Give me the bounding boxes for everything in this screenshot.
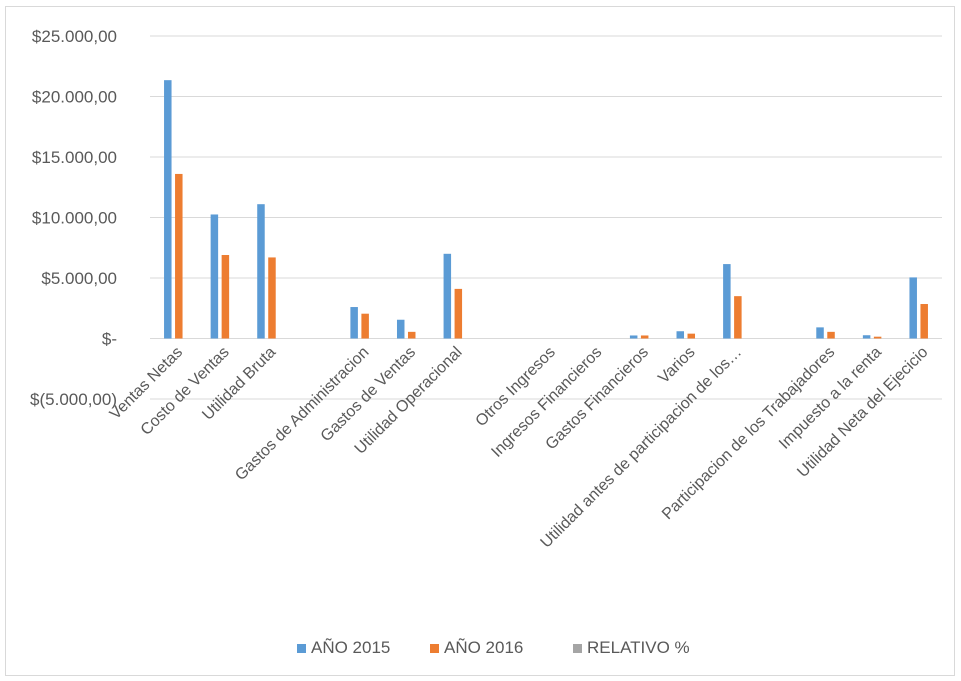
bar-0-6	[443, 253, 452, 339]
bar-0-15	[862, 335, 871, 339]
bar-1-12	[734, 296, 742, 339]
x-category-label: Participacion de los Trabajadores	[659, 344, 838, 523]
y-tick-label: $20.000,00	[32, 88, 117, 107]
legend-label: RELATIVO %	[587, 638, 690, 657]
bar-0-5	[396, 319, 405, 339]
legend-swatch-0	[297, 644, 306, 653]
y-tick-label: $25.000,00	[32, 27, 117, 46]
bar-0-1	[210, 214, 219, 339]
x-category-label: Varios	[655, 344, 698, 387]
bar-1-15	[873, 336, 882, 339]
bar-1-2	[268, 257, 276, 339]
x-category-label: Otros Ingresos	[473, 344, 559, 430]
bar-0-16	[909, 277, 917, 339]
bar-1-1	[221, 255, 230, 339]
y-tick-label: $10.000,00	[32, 209, 117, 228]
bar-0-14	[816, 327, 824, 339]
bar-0-2	[257, 204, 265, 339]
y-tick-label: $5.000,00	[41, 269, 117, 288]
bar-1-0	[175, 173, 183, 339]
bar-0-4	[350, 307, 358, 339]
bar-0-12	[723, 264, 731, 339]
bar-1-16	[920, 304, 928, 339]
legend-label: AÑO 2015	[311, 638, 390, 657]
bar-1-6	[454, 288, 463, 339]
bar-1-4	[361, 313, 369, 339]
legend-swatch-1	[430, 644, 439, 653]
bar-1-5	[407, 331, 416, 339]
y-tick-label: $-	[102, 330, 117, 349]
legend-label: AÑO 2016	[444, 638, 523, 657]
bar-0-11	[676, 331, 685, 339]
legend-swatch-2	[573, 644, 582, 653]
bar-0-0	[164, 80, 172, 339]
bar-1-11	[687, 333, 696, 339]
y-tick-label: $(5.000,00)	[30, 390, 117, 409]
bar-1-14	[827, 331, 835, 339]
bar-1-10	[640, 335, 649, 339]
bar-0-10	[629, 335, 638, 339]
chart-frame	[5, 6, 955, 676]
y-tick-label: $15.000,00	[32, 148, 117, 167]
